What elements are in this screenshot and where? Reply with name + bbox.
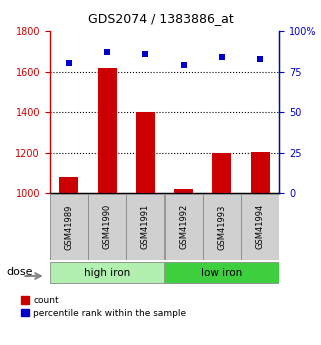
Bar [203,194,241,260]
Bar [165,262,279,284]
Text: dose: dose [6,267,33,277]
Bar [174,189,193,193]
Bar [59,177,78,193]
Point [66,61,72,66]
Text: GSM41992: GSM41992 [179,204,188,249]
Text: GSM41994: GSM41994 [256,204,265,249]
Text: high iron: high iron [84,268,130,277]
Bar [136,112,155,193]
Legend: count, percentile rank within the sample: count, percentile rank within the sample [21,296,186,318]
Text: GSM41989: GSM41989 [65,204,74,249]
Point [181,62,186,68]
Text: GSM41990: GSM41990 [103,204,112,249]
Point [219,54,224,60]
Bar [50,262,164,284]
Bar [98,68,117,193]
Bar [251,152,270,193]
Text: GDS2074 / 1383886_at: GDS2074 / 1383886_at [88,12,233,25]
Point [257,56,263,61]
Bar [165,194,203,260]
Bar [88,194,126,260]
Point [105,49,110,55]
Point [143,51,148,57]
Bar [126,194,164,260]
Text: GSM41991: GSM41991 [141,204,150,249]
Bar [50,194,88,260]
Bar [241,194,279,260]
Bar [212,152,231,193]
Text: low iron: low iron [201,268,243,277]
Text: GSM41993: GSM41993 [217,204,226,249]
